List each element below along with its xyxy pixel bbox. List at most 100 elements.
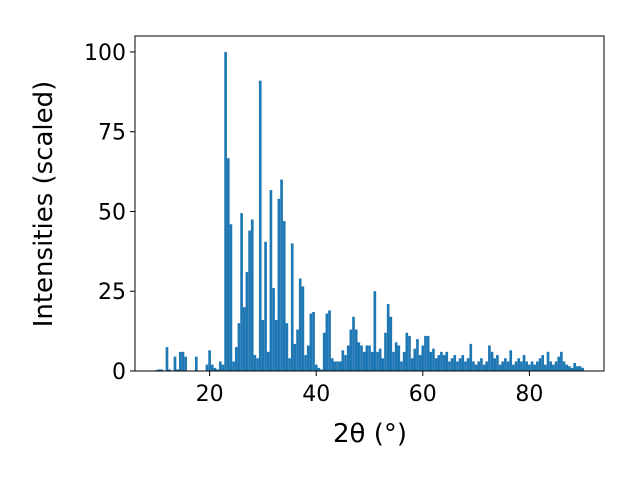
bar: [173, 356, 177, 371]
bar: [301, 286, 305, 371]
bar: [568, 366, 571, 371]
bar: [157, 369, 161, 371]
bar: [402, 351, 406, 371]
bar: [216, 369, 219, 371]
y-tick-label: 25: [98, 280, 126, 305]
bar: [480, 358, 483, 371]
bar: [437, 355, 441, 371]
bar: [258, 80, 262, 372]
bar: [218, 361, 222, 371]
bar: [453, 355, 457, 371]
x-tick-label: 60: [409, 382, 437, 407]
bar: [376, 351, 379, 371]
bar: [581, 367, 585, 371]
bar: [266, 351, 270, 371]
bar: [501, 361, 505, 371]
bar: [256, 358, 259, 371]
bar: [293, 343, 297, 371]
bar: [410, 358, 414, 371]
bar: [525, 361, 529, 371]
bar: [184, 356, 187, 371]
y-tick-label: 75: [98, 121, 126, 146]
bar: [408, 335, 411, 371]
bar: [194, 356, 198, 371]
bar: [498, 364, 502, 371]
bar: [434, 358, 438, 371]
bar: [573, 363, 577, 371]
bar: [538, 358, 542, 371]
bar: [248, 230, 251, 371]
bar: [213, 367, 217, 371]
bar: [472, 361, 475, 371]
bar: [485, 361, 489, 371]
bar: [445, 351, 449, 371]
bar: [226, 158, 230, 371]
y-axis-label: Intensities (scaled): [29, 81, 59, 328]
bar: [429, 351, 433, 371]
bar: [338, 361, 342, 371]
bar: [405, 332, 409, 371]
bar: [522, 355, 526, 371]
bar: [328, 310, 331, 371]
bar: [354, 329, 358, 371]
bar: [341, 350, 345, 371]
bar: [546, 351, 550, 371]
bar: [312, 311, 315, 371]
bar: [461, 355, 465, 371]
bar: [450, 358, 454, 371]
bar: [317, 367, 321, 371]
bar: [493, 358, 497, 371]
bar: [424, 335, 427, 371]
bar: [554, 361, 558, 371]
bar: [373, 291, 377, 371]
bar: [562, 361, 566, 371]
bar: [165, 347, 169, 371]
bar: [232, 361, 235, 371]
bar: [541, 355, 545, 371]
bar: [264, 241, 267, 371]
bar: [280, 179, 283, 371]
bar: [336, 361, 339, 371]
bar: [272, 288, 275, 371]
bar: [466, 358, 470, 371]
y-tick-label: 100: [84, 41, 126, 66]
bar: [160, 369, 163, 371]
bar: [418, 355, 422, 371]
bar: [578, 366, 582, 371]
bar: [506, 361, 510, 371]
bar: [557, 356, 561, 371]
bar: [314, 364, 318, 371]
bar: [320, 369, 323, 371]
x-tick-label: 80: [515, 382, 543, 407]
bar: [528, 364, 531, 371]
bar: [440, 351, 443, 371]
bar: [426, 335, 430, 371]
bar: [290, 243, 294, 371]
bar: [474, 364, 478, 371]
bar: [357, 342, 361, 371]
bar: [298, 278, 302, 371]
bar: [296, 329, 299, 371]
bar: [250, 219, 254, 371]
bar: [458, 358, 462, 371]
x-tick-label: 20: [196, 382, 224, 407]
bar: [520, 361, 523, 371]
bar: [168, 369, 171, 371]
bar: [432, 348, 435, 371]
bar: [229, 224, 233, 371]
bar: [368, 345, 371, 371]
plot-frame: [134, 35, 605, 372]
bar: [269, 190, 273, 371]
bar: [322, 332, 326, 371]
bar: [416, 339, 419, 371]
bar: [282, 221, 286, 371]
bar: [530, 361, 534, 371]
bar: [306, 345, 310, 371]
bar: [544, 364, 547, 371]
bar: [234, 347, 238, 371]
bar: [384, 332, 387, 371]
bar: [552, 364, 555, 371]
bar: [240, 213, 243, 371]
y-tick-label: 50: [98, 200, 126, 225]
